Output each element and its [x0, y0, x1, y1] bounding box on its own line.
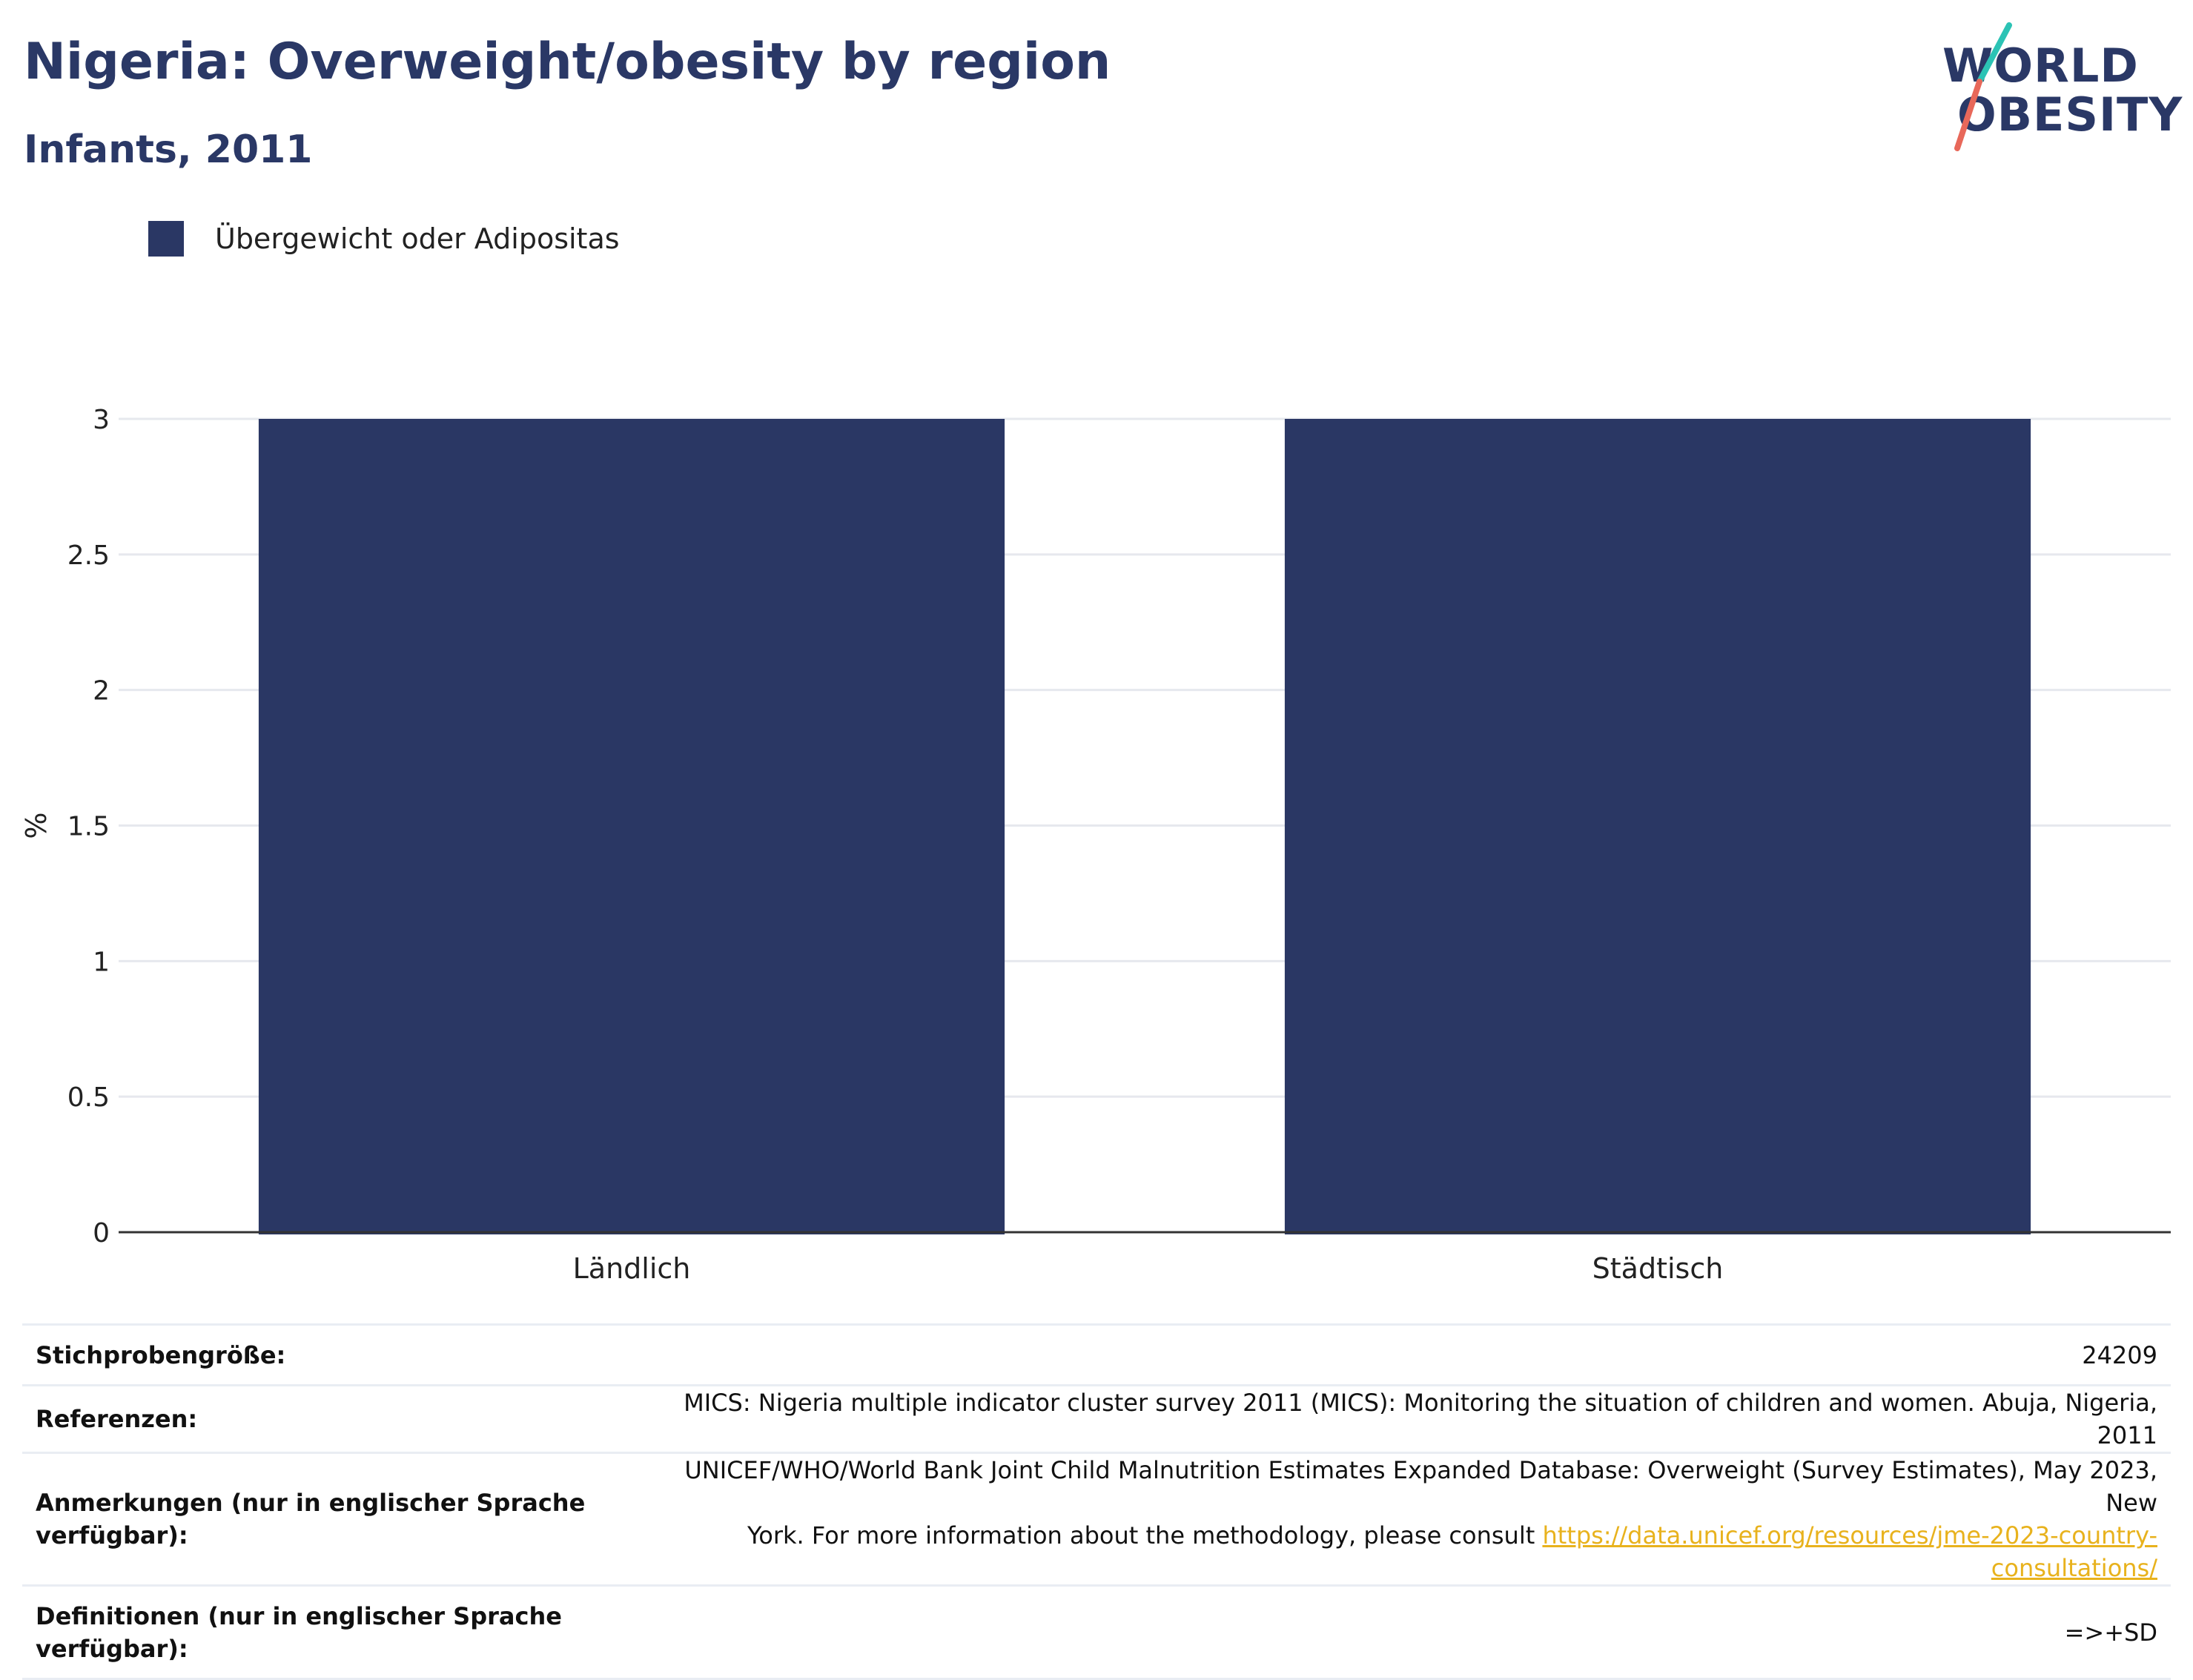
x-tick-label: Ländlich	[573, 1252, 691, 1285]
logo-text-world: WORLD	[1942, 39, 2139, 93]
x-tick-label: Städtisch	[1592, 1252, 1724, 1285]
definitions-label-line1: Definitionen (nur in englischer Sprache	[36, 1601, 562, 1630]
logo-text-obesity: OBESITY	[1957, 87, 2183, 142]
references-label: Referenzen:	[22, 1384, 612, 1453]
chart-title: Nigeria: Overweight/obesity by region	[24, 33, 1111, 91]
logo-slash-icon	[1954, 22, 2012, 151]
y-tick-label: 1	[93, 947, 110, 977]
references-value: MICS: Nigeria multiple indicator cluster…	[612, 1384, 2171, 1453]
world-obesity-logo: WORLD OBESITY	[1928, 21, 2183, 154]
notes-value-line1: UNICEF/WHO/World Bank Joint Child Malnut…	[684, 1456, 2157, 1517]
definitions-label-line2: verfügbar):	[36, 1634, 188, 1663]
y-tick-label: 2	[93, 676, 110, 707]
bar	[258, 419, 1005, 1234]
notes-label-line1: Anmerkungen (nur in englischer Sprache	[36, 1489, 586, 1517]
y-tick-label: 2.5	[67, 540, 110, 571]
bar-chart: 0 0.5 1 1.5 2 2.5 3 Ländlich Städtisch%	[20, 405, 2171, 1285]
legend-swatch	[148, 221, 184, 257]
methodology-link[interactable]: https://data.unicef.org/resources/jme-20…	[1542, 1521, 2157, 1582]
sample-size-label: Stichprobengröße:	[22, 1323, 612, 1386]
definitions-label: Definitionen (nur in englischer Sprache …	[22, 1584, 612, 1680]
table-row-definitions: Definitionen (nur in englischer Sprache …	[22, 1584, 2171, 1680]
notes-label: Anmerkungen (nur in englischer Sprache v…	[22, 1452, 612, 1586]
legend-label: Übergewicht oder Adipositas	[215, 222, 620, 255]
chart-legend[interactable]: Übergewicht oder Adipositas	[148, 221, 620, 257]
table-row-notes: Anmerkungen (nur in englischer Sprache v…	[22, 1452, 2171, 1586]
notes-value-line2: York. For more information about the met…	[747, 1521, 1543, 1550]
info-table: Stichprobengröße: 24209 Referenzen: MICS…	[22, 1323, 2171, 1680]
bar	[1284, 419, 2031, 1234]
sample-size-value: 24209	[612, 1323, 2171, 1386]
y-tick-label: 0	[93, 1218, 110, 1249]
y-tick-label: 0.5	[67, 1082, 110, 1113]
definitions-value: =>+SD	[612, 1584, 2171, 1680]
y-tick-label: 3	[93, 405, 110, 435]
y-tick-label: 1.5	[67, 812, 110, 842]
table-row-references: Referenzen: MICS: Nigeria multiple indic…	[22, 1384, 2171, 1453]
y-axis-label: %	[20, 812, 53, 839]
table-row-sample-size: Stichprobengröße: 24209	[22, 1323, 2171, 1386]
notes-value: UNICEF/WHO/World Bank Joint Child Malnut…	[612, 1452, 2171, 1586]
chart-subtitle: Infants, 2011	[24, 128, 313, 172]
notes-label-line2: verfügbar):	[36, 1521, 188, 1550]
